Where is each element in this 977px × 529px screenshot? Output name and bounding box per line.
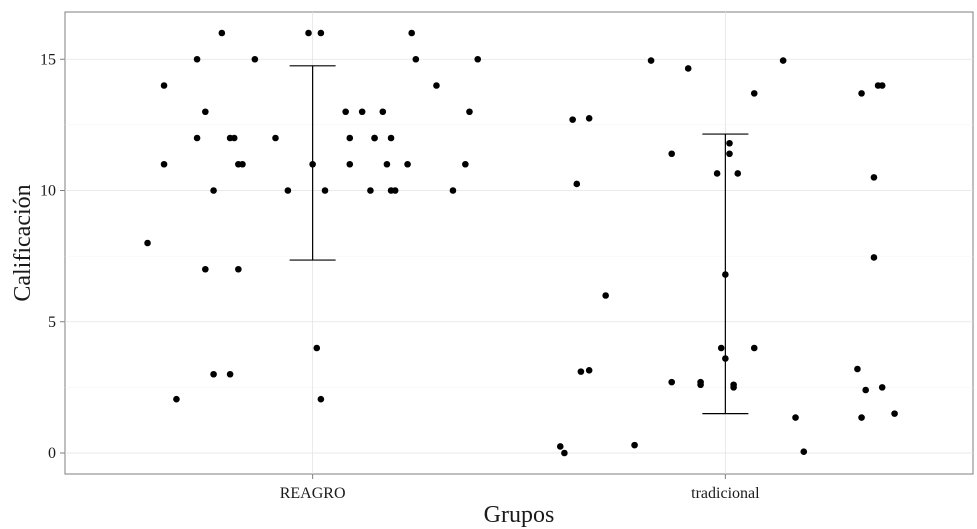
data-point (408, 29, 415, 37)
data-point (684, 65, 692, 72)
data-point (202, 265, 209, 273)
data-point (878, 384, 886, 391)
x-axis: REAGRO tradicional (280, 474, 760, 502)
data-point (371, 134, 378, 142)
data-point (239, 160, 246, 168)
data-point (750, 90, 758, 97)
data-points (144, 29, 898, 457)
data-point (577, 368, 585, 375)
y-tick-label: 5 (48, 314, 56, 331)
data-point (647, 57, 655, 64)
data-point (218, 29, 226, 37)
data-point (317, 29, 325, 37)
data-point (862, 386, 869, 394)
data-point (466, 108, 473, 116)
data-point (858, 414, 865, 421)
data-point (585, 115, 593, 122)
data-point (160, 82, 168, 89)
y-axis: 0 5 10 15 (40, 51, 65, 462)
data-point (284, 187, 292, 194)
data-point (358, 108, 366, 116)
data-point (342, 108, 349, 116)
y-axis-title: Calificación (10, 184, 36, 301)
y-tick-label: 10 (40, 183, 56, 200)
data-point (210, 187, 217, 194)
data-point (383, 160, 391, 168)
data-point (226, 370, 234, 378)
data-point (193, 55, 201, 63)
x-tick-label: tradicional (691, 485, 760, 502)
data-point (602, 292, 609, 299)
data-point (697, 381, 704, 389)
data-point (870, 254, 878, 261)
data-point (317, 395, 325, 403)
data-point (346, 160, 354, 168)
data-point (202, 108, 209, 116)
data-point (569, 116, 576, 123)
data-point (474, 55, 482, 63)
data-point (309, 160, 316, 168)
data-point (305, 29, 312, 37)
data-point (891, 410, 898, 417)
data-point (404, 160, 411, 168)
data-point (779, 57, 787, 64)
x-tick-label: REAGRO (280, 485, 346, 502)
data-point (713, 170, 721, 177)
data-point (870, 174, 878, 181)
data-point (379, 108, 387, 116)
data-point (792, 414, 799, 421)
data-point (230, 134, 238, 142)
data-point (449, 187, 457, 194)
data-point (556, 443, 564, 450)
data-point (722, 271, 729, 278)
data-point (800, 448, 808, 455)
data-point (173, 395, 180, 403)
data-point (717, 344, 725, 352)
data-point (387, 134, 395, 142)
data-point (858, 90, 865, 97)
data-point (321, 187, 329, 194)
data-point (726, 150, 733, 158)
data-point (585, 367, 593, 374)
data-point (631, 441, 638, 449)
data-point (144, 239, 151, 247)
data-point (462, 160, 469, 168)
data-point (668, 378, 676, 386)
data-point (391, 187, 399, 194)
data-point (878, 82, 886, 89)
data-point (734, 170, 742, 177)
plot-panel (64, 11, 974, 475)
data-point (726, 139, 733, 147)
data-point (272, 134, 279, 142)
data-point (193, 134, 201, 142)
data-point (561, 449, 568, 457)
data-point (750, 344, 758, 352)
data-point (313, 344, 321, 352)
data-point (433, 82, 440, 89)
data-point (160, 160, 168, 168)
y-tick-label: 0 (48, 445, 56, 462)
data-point (722, 355, 729, 362)
data-point (367, 187, 374, 194)
data-point (730, 384, 737, 391)
x-axis-title: Grupos (484, 502, 555, 528)
data-point (854, 365, 861, 373)
data-point (235, 265, 242, 273)
data-point (412, 55, 420, 63)
data-point (210, 370, 217, 378)
data-point (346, 134, 354, 142)
data-point (251, 55, 259, 63)
data-point (573, 180, 581, 188)
data-point (668, 150, 676, 158)
y-tick-label: 15 (40, 51, 56, 68)
